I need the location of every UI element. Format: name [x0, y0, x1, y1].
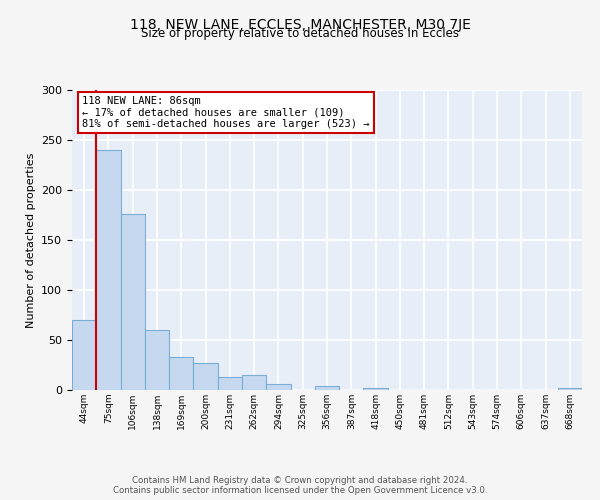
Bar [96, 150, 121, 390]
Bar [145, 330, 169, 390]
Text: 118 NEW LANE: 86sqm
← 17% of detached houses are smaller (109)
81% of semi-detac: 118 NEW LANE: 86sqm ← 17% of detached ho… [82, 96, 370, 129]
Bar [218, 377, 242, 390]
Y-axis label: Number of detached properties: Number of detached properties [26, 152, 35, 328]
Text: Size of property relative to detached houses in Eccles: Size of property relative to detached ho… [141, 28, 459, 40]
Bar [193, 363, 218, 390]
Bar [169, 357, 193, 390]
Text: Contains HM Land Registry data © Crown copyright and database right 2024.
Contai: Contains HM Land Registry data © Crown c… [113, 476, 487, 495]
Bar [72, 320, 96, 390]
Bar [242, 375, 266, 390]
Bar [266, 384, 290, 390]
Bar [558, 388, 582, 390]
Bar [121, 214, 145, 390]
Bar [315, 386, 339, 390]
Bar [364, 388, 388, 390]
Text: 118, NEW LANE, ECCLES, MANCHESTER, M30 7JE: 118, NEW LANE, ECCLES, MANCHESTER, M30 7… [130, 18, 470, 32]
